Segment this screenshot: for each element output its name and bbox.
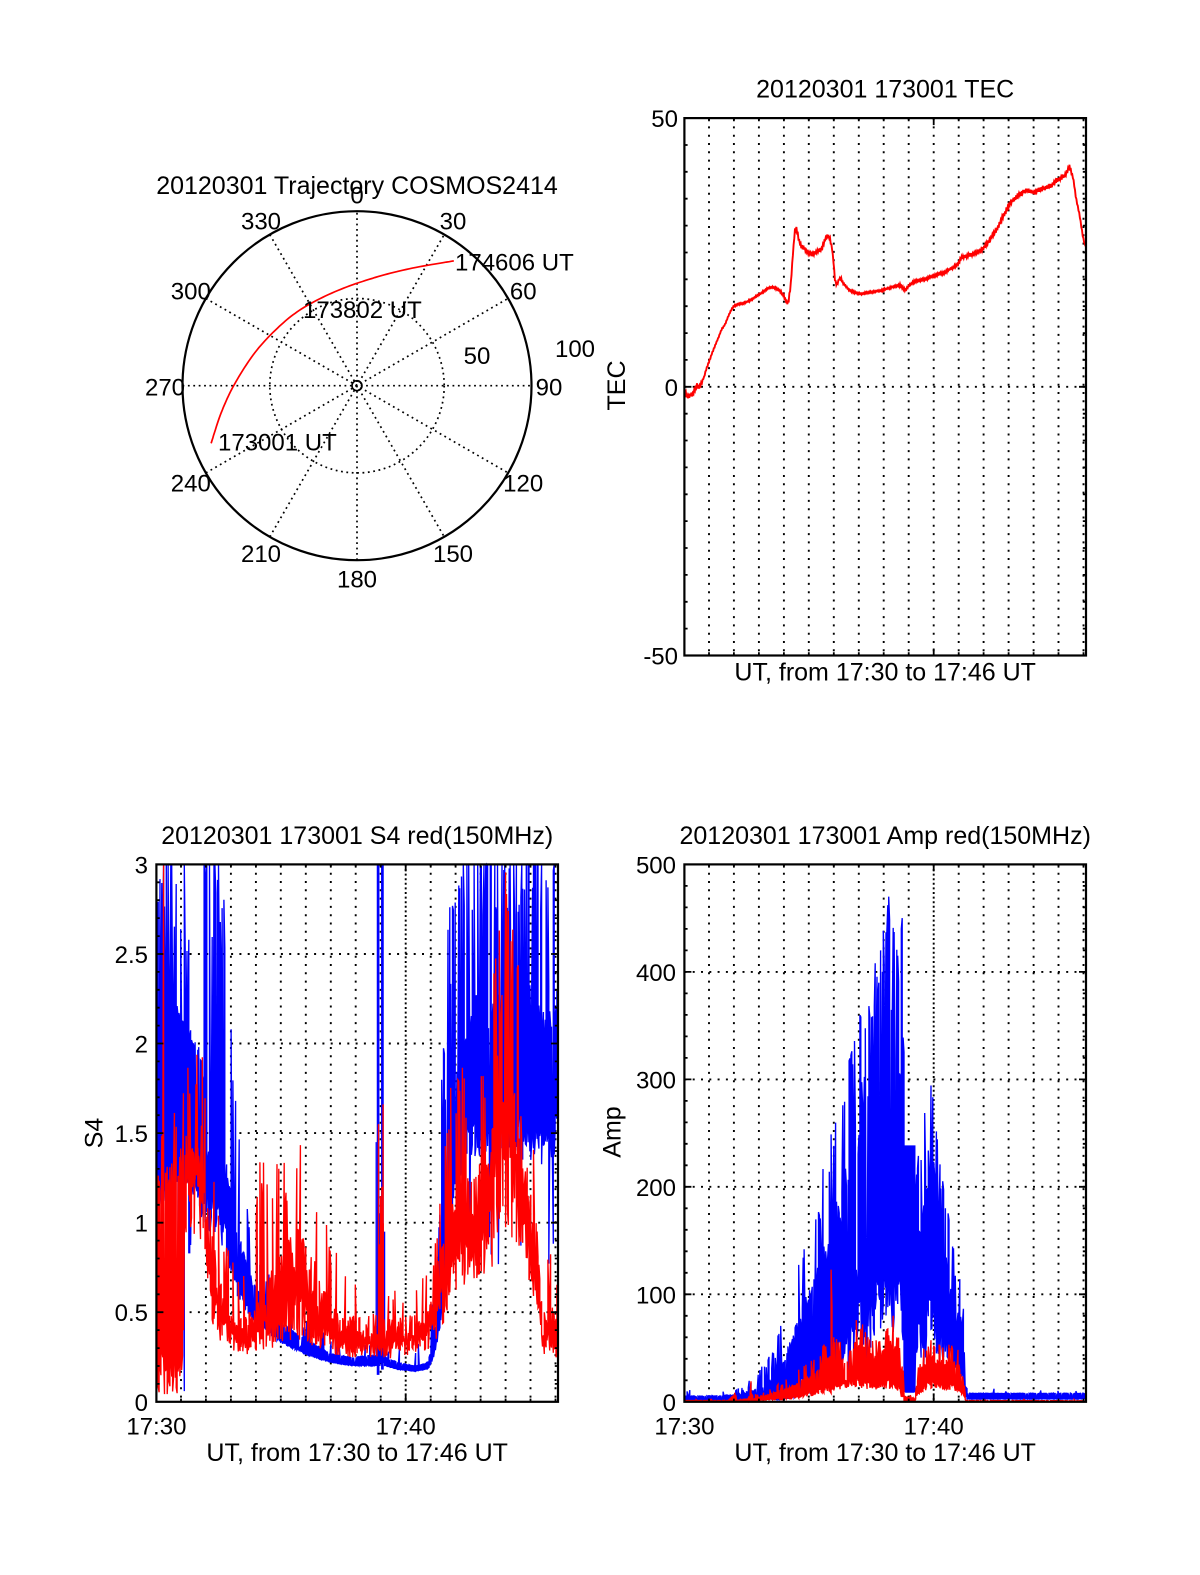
svg-text:120: 120 (503, 471, 543, 498)
svg-text:0: 0 (665, 375, 678, 402)
svg-text:UT, from 17:30 to 17:46 UT: UT, from 17:30 to 17:46 UT (206, 1439, 508, 1467)
svg-text:200: 200 (636, 1175, 676, 1202)
svg-text:150: 150 (433, 541, 473, 568)
svg-text:3: 3 (135, 852, 148, 879)
svg-text:60: 60 (510, 279, 537, 306)
svg-text:1.5: 1.5 (115, 1121, 148, 1148)
svg-text:1: 1 (135, 1211, 148, 1238)
svg-text:500: 500 (636, 852, 676, 879)
svg-text:180: 180 (337, 567, 377, 594)
svg-text:330: 330 (241, 209, 281, 236)
svg-text:20120301 Trajectory COSMOS2414: 20120301 Trajectory COSMOS2414 (156, 172, 558, 200)
svg-text:UT, from 17:30 to 17:46 UT: UT, from 17:30 to 17:46 UT (734, 1439, 1036, 1467)
svg-text:300: 300 (636, 1067, 676, 1094)
svg-text:20120301 173001 TEC: 20120301 173001 TEC (756, 76, 1014, 104)
svg-text:400: 400 (636, 960, 676, 987)
svg-text:17:40: 17:40 (904, 1414, 964, 1441)
svg-text:270: 270 (145, 375, 185, 402)
svg-text:173802 UT: 173802 UT (303, 297, 422, 324)
svg-text:20120301 173001 Amp red(150MHz: 20120301 173001 Amp red(150MHz) (680, 822, 1091, 850)
svg-text:100: 100 (555, 336, 595, 363)
svg-text:17:30: 17:30 (654, 1414, 714, 1441)
svg-text:50: 50 (651, 106, 678, 133)
svg-text:2.5: 2.5 (115, 942, 148, 969)
svg-text:300: 300 (171, 279, 211, 306)
svg-text:0: 0 (663, 1390, 676, 1417)
svg-text:Amp: Amp (599, 1106, 627, 1157)
svg-text:100: 100 (636, 1282, 676, 1309)
svg-text:20120301 173001 S4 red(150MHz): 20120301 173001 S4 red(150MHz) (161, 822, 553, 850)
svg-text:17:30: 17:30 (126, 1414, 186, 1441)
svg-text:0.5: 0.5 (115, 1300, 148, 1327)
svg-text:S4: S4 (81, 1118, 109, 1149)
svg-text:TEC: TEC (603, 361, 631, 411)
svg-text:30: 30 (440, 209, 467, 236)
svg-text:174606 UT: 174606 UT (455, 250, 574, 277)
svg-text:0: 0 (135, 1390, 148, 1417)
svg-text:210: 210 (241, 541, 281, 568)
svg-text:50: 50 (464, 343, 491, 370)
svg-text:173001 UT: 173001 UT (218, 430, 337, 457)
svg-text:UT, from 17:30 to 17:46 UT: UT, from 17:30 to 17:46 UT (734, 659, 1036, 687)
svg-text:0: 0 (350, 183, 363, 210)
svg-text:90: 90 (536, 375, 563, 402)
svg-text:-50: -50 (643, 644, 678, 671)
svg-text:240: 240 (171, 471, 211, 498)
svg-text:2: 2 (135, 1032, 148, 1059)
svg-text:17:40: 17:40 (376, 1414, 436, 1441)
